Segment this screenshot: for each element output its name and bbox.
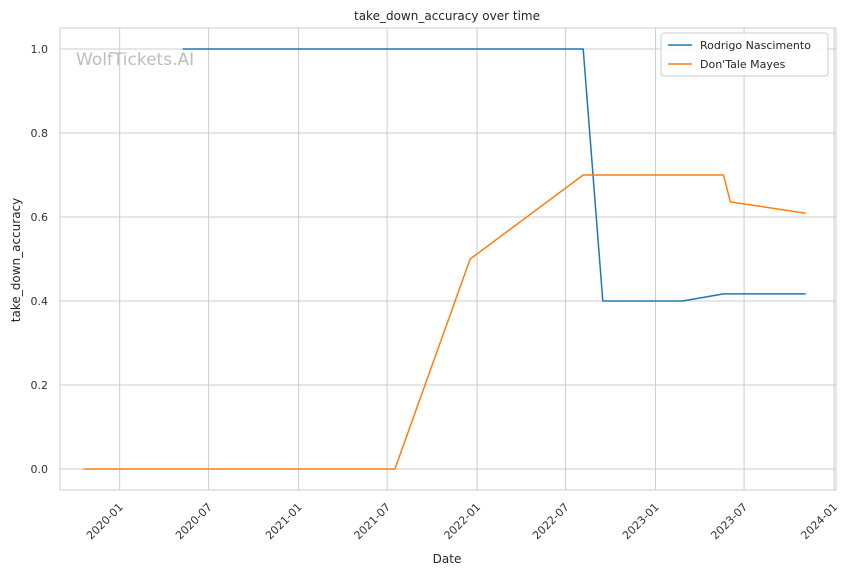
y-tick-label: 0.2 bbox=[31, 379, 49, 392]
series-line-0 bbox=[182, 48, 806, 302]
series-lines bbox=[83, 48, 806, 470]
series-line-1 bbox=[83, 174, 806, 470]
chart-title: take_down_accuracy over time bbox=[354, 9, 540, 23]
y-tick-label: 0.8 bbox=[31, 127, 49, 140]
legend-box bbox=[660, 32, 829, 77]
x-axis-title: Date bbox=[433, 552, 462, 566]
y-axis-title: take_down_accuracy bbox=[9, 198, 23, 322]
legend-label-rodrigo-nascimento: Rodrigo Nascimento bbox=[700, 39, 811, 52]
y-tick-label: 0.4 bbox=[31, 295, 49, 308]
legend: Rodrigo Nascimento Don'Tale Mayes bbox=[660, 32, 829, 77]
y-tick-labels: 0.0 0.2 0.4 0.6 0.8 1.0 bbox=[31, 43, 49, 476]
legend-label-dontale-mayes: Don'Tale Mayes bbox=[700, 58, 786, 71]
y-tick-label: 1.0 bbox=[31, 43, 49, 56]
grid bbox=[60, 28, 836, 490]
y-tick-label: 0.6 bbox=[31, 211, 49, 224]
plot-area-frame bbox=[59, 27, 837, 491]
y-tick-label: 0.0 bbox=[31, 463, 49, 476]
watermark-text: WolfTickets.AI bbox=[76, 50, 194, 70]
